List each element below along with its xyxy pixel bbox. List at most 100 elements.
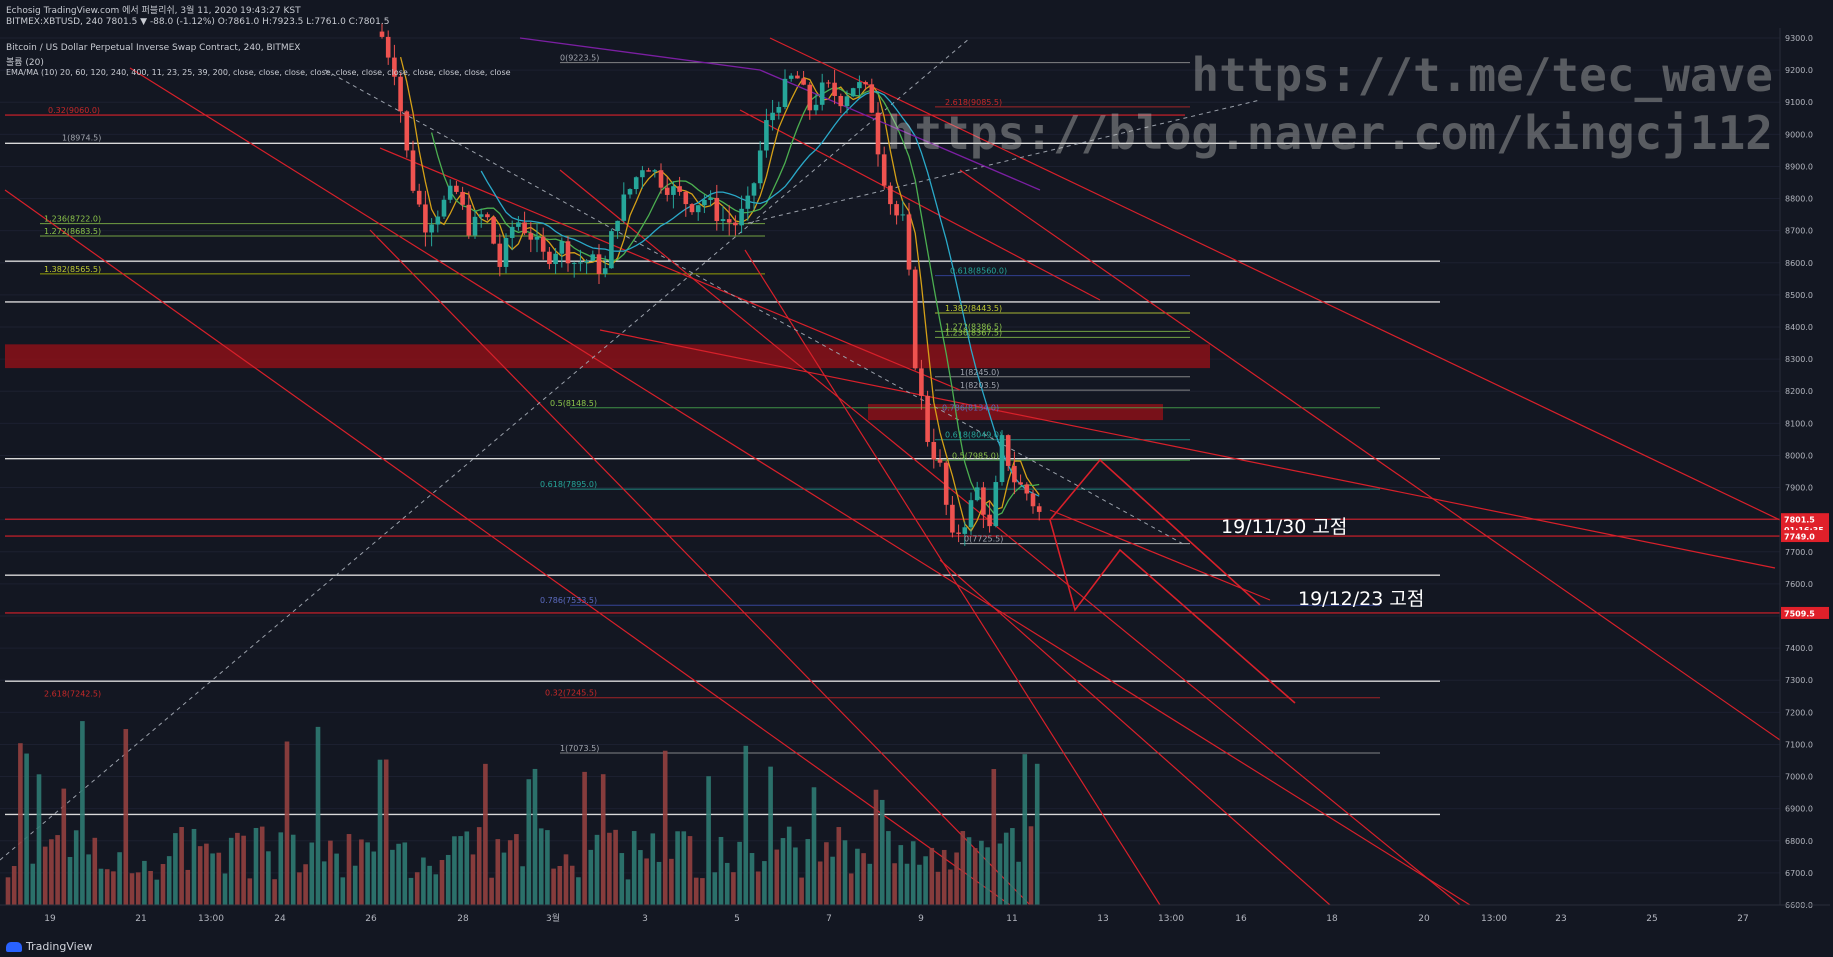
candle-body (881, 154, 887, 186)
volume-bar (228, 837, 234, 905)
price-badge-label: 7801.5 (1784, 516, 1815, 525)
time-tick-label: 13:00 (1481, 914, 1507, 924)
time-tick-label: 5 (734, 914, 740, 924)
volume-bar (259, 826, 265, 905)
volume-bar (588, 849, 594, 905)
candle-body (968, 500, 974, 528)
candle-body (981, 487, 986, 515)
volume-bar (824, 842, 829, 905)
candle-body (528, 233, 534, 240)
candle-body (404, 111, 410, 151)
volume-bar (613, 829, 618, 905)
time-tick-label: 3월 (546, 912, 560, 924)
volume-bar (290, 834, 296, 905)
volume-bar (135, 872, 141, 905)
volume-bar (489, 877, 494, 905)
volume-bar (5, 877, 11, 905)
volume-bar (681, 831, 687, 905)
volume-bar (576, 877, 581, 905)
price-tick-label: 7000.0 (1785, 773, 1813, 782)
volume-bar (743, 745, 749, 905)
volume-bar (222, 873, 228, 905)
candle-body (1005, 435, 1011, 466)
volume-bar (359, 839, 364, 905)
volume-bar (365, 842, 370, 905)
volume-bar (427, 865, 432, 905)
candle-body (689, 204, 695, 213)
time-tick-label: 16 (1235, 914, 1247, 924)
candle-body (615, 220, 620, 232)
volume-bar (421, 857, 426, 905)
volume-bar (86, 854, 91, 905)
volume-bar (991, 769, 997, 905)
volume-bar (594, 834, 600, 905)
volume-bar (979, 840, 984, 905)
volume-bar (997, 843, 1003, 905)
volume-bar (1010, 828, 1015, 905)
volume-bar (185, 869, 191, 905)
candle-body (429, 224, 434, 233)
trendline (959, 169, 1781, 741)
volume-bar (80, 721, 85, 905)
volume-bar (520, 866, 525, 905)
candle-body (943, 462, 949, 505)
candle-body (671, 186, 676, 195)
publish-info: Echosig TradingView.com 에서 퍼블리쉬, 3월 11, … (6, 6, 301, 16)
candle-body (410, 150, 416, 191)
candle-body (435, 216, 441, 225)
price-tick-label: 8300.0 (1785, 355, 1813, 364)
time-tick-label: 13:00 (198, 914, 224, 924)
volume-bar (142, 860, 147, 905)
price-badge (1781, 530, 1829, 543)
price-tick-label: 6700.0 (1785, 869, 1813, 878)
volume-bar (607, 832, 612, 905)
candle-body (764, 120, 769, 151)
time-tick-label: 27 (1737, 914, 1748, 924)
volume-bar (625, 879, 631, 905)
volume-bar (452, 836, 457, 905)
price-badge-label: 7749.0 (1784, 533, 1815, 542)
candle-body (503, 237, 509, 267)
volume-bar (551, 868, 556, 905)
time-tick-label: 19 (44, 914, 56, 924)
volume-bar (514, 834, 519, 905)
time-tick-label: 28 (457, 914, 469, 924)
volume-bar (433, 874, 439, 905)
volume-bar (1034, 763, 1040, 905)
volume-bar (873, 789, 879, 905)
volume-bar (241, 835, 246, 905)
volume-bar (960, 831, 966, 905)
candle-body (1030, 493, 1036, 507)
volume-bar (495, 839, 501, 905)
time-tick-label: 25 (1646, 914, 1657, 924)
volume-bar (923, 856, 928, 905)
volume-bar (948, 869, 953, 905)
fib-label: 1.236(8367.5) (945, 328, 1002, 337)
volume-bar (439, 859, 445, 905)
fib-label: 1.236(8722.0) (44, 215, 101, 224)
candle-body (850, 88, 856, 97)
candle-body (869, 84, 875, 113)
tradingview-logo-icon (6, 941, 22, 952)
volume-bar (334, 853, 339, 905)
time-tick-label: 7 (826, 914, 832, 924)
moving-average-line (519, 37, 1041, 191)
volume-bar (49, 839, 54, 905)
volume-bar (972, 848, 978, 905)
volume-bar (210, 853, 215, 905)
candle-body (832, 82, 837, 96)
candle-body (522, 222, 527, 234)
tradingview-brand[interactable]: TradingView (6, 940, 92, 953)
volume-bar (321, 861, 327, 905)
candle-body (1012, 465, 1017, 483)
candle-body (460, 191, 465, 205)
volume-bar (638, 850, 643, 905)
price-tick-label: 8200.0 (1785, 387, 1813, 396)
candle-body (627, 189, 633, 195)
candle-body (1024, 484, 1030, 494)
volume-bar (836, 827, 842, 905)
volume-bar (582, 771, 587, 905)
candle-body (807, 84, 813, 111)
candle-body (726, 219, 732, 223)
